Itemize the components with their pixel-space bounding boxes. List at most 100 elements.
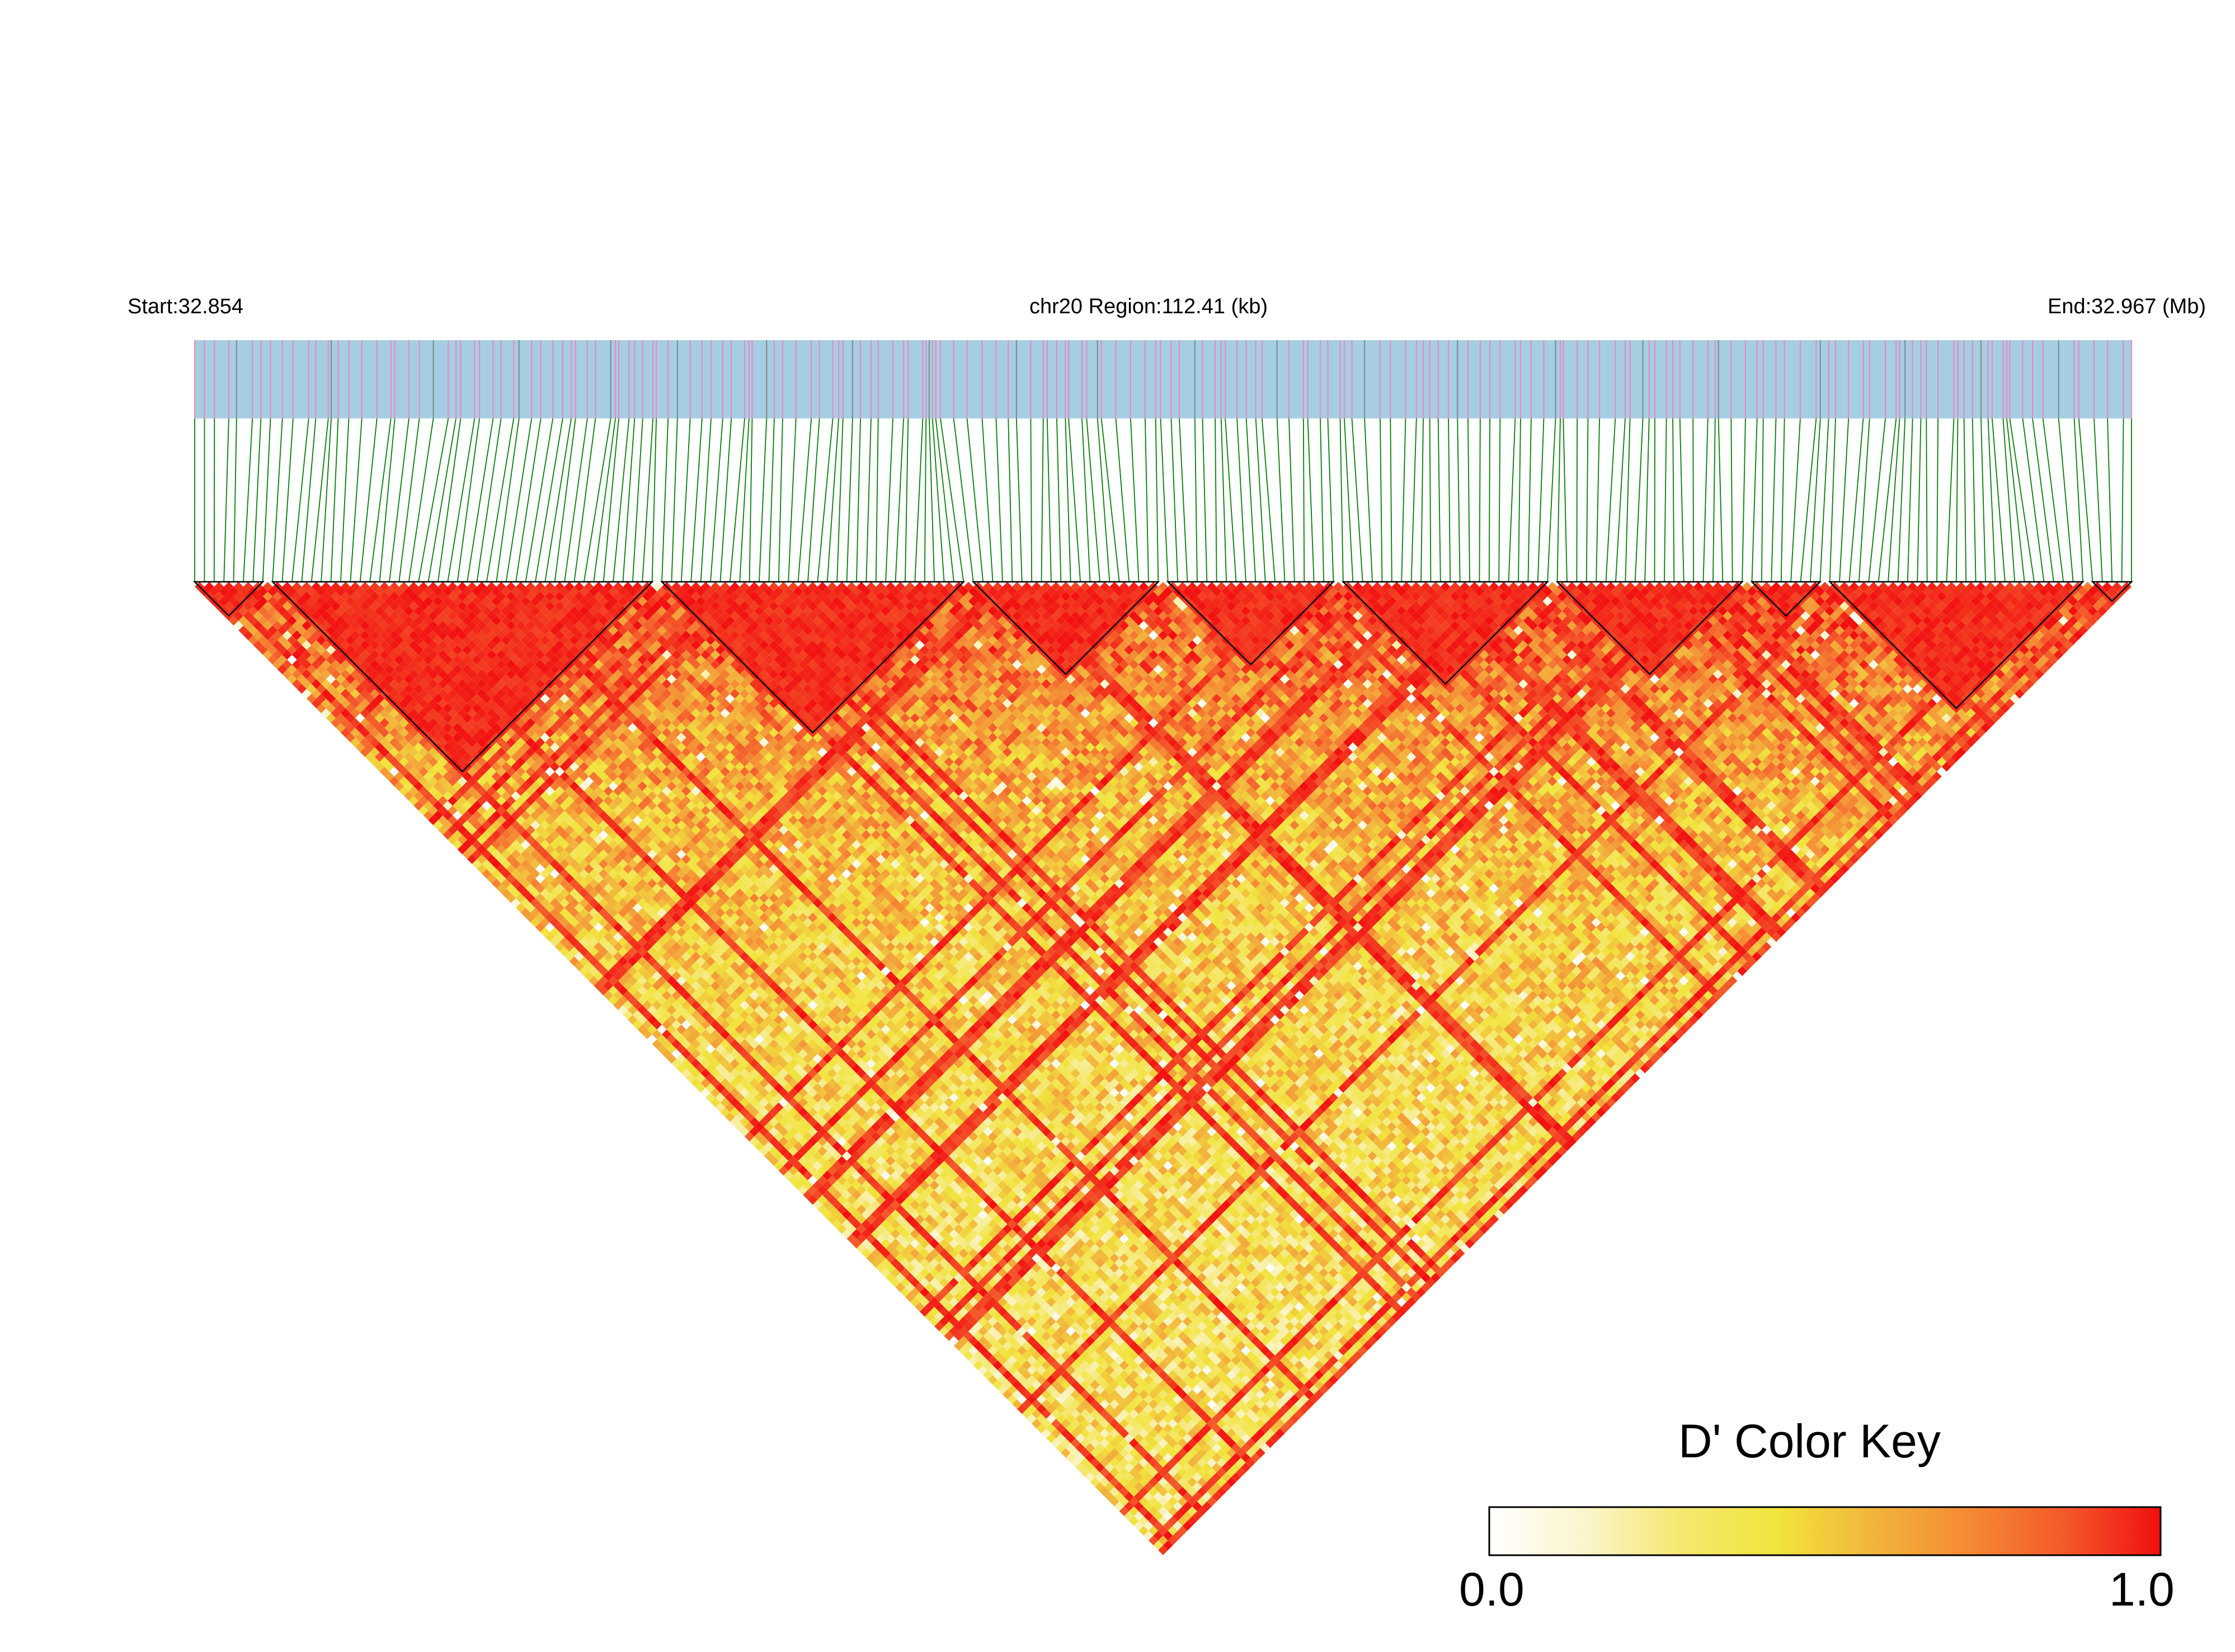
ld-cell [788,1165,798,1176]
ld-cell [1017,1404,1027,1414]
ld-cell [549,936,560,947]
ld-cell [968,1316,978,1326]
ld-cell [1119,1477,1130,1487]
ld-cell [832,1190,842,1200]
ld-cell [953,1302,964,1312]
snp-connector [759,418,768,582]
ld-cell [1027,1414,1037,1424]
snp-connector [1344,418,1354,582]
ld-cell [1133,1502,1144,1512]
ld-cell [837,1195,847,1205]
ld-cell [953,1331,964,1341]
ld-cell [1027,1394,1037,1405]
ld-cell [1012,1389,1022,1400]
ld-cell [808,1175,818,1185]
ld-cell [886,1273,896,1283]
ld-cell [861,1239,872,1249]
ld-cell [812,1180,823,1190]
ld-cell [1046,1433,1056,1443]
snp-connector [1307,418,1315,582]
snp-connector [1790,418,1801,582]
ld-cell [963,1321,973,1331]
snp-connector [935,418,954,582]
snp-connector [1429,418,1432,582]
snp-connector [301,418,317,582]
snp-connector [700,418,712,582]
ld-cell [1168,1526,1178,1536]
ld-cell [1138,1526,1149,1536]
snp-connector [719,418,732,582]
snp-connector [437,418,462,582]
region-label: chr20 Region:112.41 (kb) [1029,295,1268,318]
snp-connector [330,418,339,582]
ld-cell [1002,1389,1013,1400]
snp-connector [252,418,262,582]
ld-cell [929,1297,939,1307]
ld-cell [1017,1385,1027,1395]
snp-connector [1068,418,1081,582]
ld-cell [1002,1350,1013,1361]
ld-cell [248,596,258,606]
ld-cell [983,1370,993,1380]
ld-cell [920,1297,930,1307]
ld-cell [1148,1506,1159,1517]
ld-cell [939,1326,949,1336]
snp-connector [1160,418,1169,582]
snp-connector [2002,418,2016,582]
ld-cell [1129,1506,1139,1517]
ld-cell [851,1209,862,1220]
snp-connector [931,418,945,582]
ld-cell [968,1336,978,1346]
ld-cell [832,1209,842,1220]
snp-connector [476,418,502,582]
ld-cell [404,752,414,762]
ld-cell [929,1307,939,1317]
snp-connector [1672,418,1675,582]
snp-connector [1065,418,1071,582]
snp-connector [262,418,271,582]
snp-connector [467,418,494,582]
snp-connector [1702,418,1709,582]
snp-connector [1537,418,1545,582]
snp-connector [1858,418,1870,582]
snp-connector [544,418,572,582]
snp-connector [642,418,654,582]
snp-connector [826,418,839,582]
ld-cell [997,1345,1008,1356]
ld-cell [248,615,258,626]
ld-cell [1022,1370,1032,1380]
snp-connector [1946,418,1955,582]
ld-cell [866,1234,876,1244]
ld-cell [1022,1380,1032,1390]
ld-cell [1138,1506,1149,1517]
snp-connector [603,418,619,582]
ld-cell [788,1146,798,1156]
ld-cell [861,1248,872,1259]
ld-cell [1095,1472,1105,1482]
snp-connector [914,418,924,582]
ld-cell [1095,1482,1105,1492]
ld-cell [978,1336,988,1346]
ld-cell [886,1234,896,1244]
ld-cell [501,849,511,859]
ld-heatmap [195,582,2132,1555]
ld-cell [886,1263,896,1273]
ld-cell [871,1248,881,1259]
snp-connector [1236,418,1246,582]
ld-cell [1109,1477,1119,1487]
snp-connector [1848,418,1864,582]
ld-cell [453,840,463,850]
ld-cell [944,1302,954,1312]
ld-cell [355,703,365,713]
ld-cell [248,635,258,646]
ld-cell [248,606,258,616]
ld-cell [992,1350,1003,1361]
ld-cell [272,630,283,641]
ld-cell [949,1307,959,1317]
ld-cell [1114,1472,1124,1482]
ld-cell [453,801,463,811]
snp-connector [1751,418,1758,582]
snp-connector [2107,418,2113,582]
snp-connector [496,418,520,582]
ld-cell [1163,1540,1173,1550]
